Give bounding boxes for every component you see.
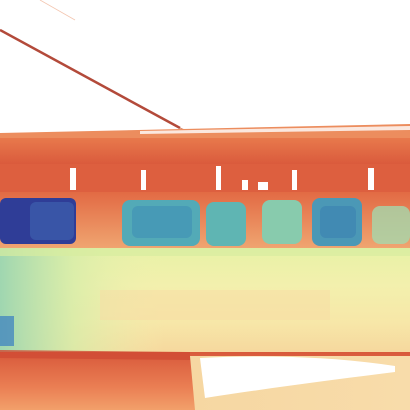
wire-line-light — [39, 0, 76, 21]
wire-line — [0, 28, 181, 130]
window-6 — [372, 206, 410, 244]
pillar-gaps — [70, 166, 374, 190]
window-4 — [262, 200, 302, 244]
upper-facade — [0, 138, 410, 168]
ground-white-patch — [200, 356, 395, 398]
window-3 — [206, 202, 246, 246]
